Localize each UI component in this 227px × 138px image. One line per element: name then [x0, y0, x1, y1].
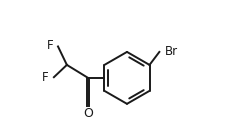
Text: O: O	[83, 107, 93, 120]
Text: Br: Br	[164, 45, 177, 58]
Text: F: F	[47, 39, 54, 52]
Text: F: F	[42, 71, 48, 84]
